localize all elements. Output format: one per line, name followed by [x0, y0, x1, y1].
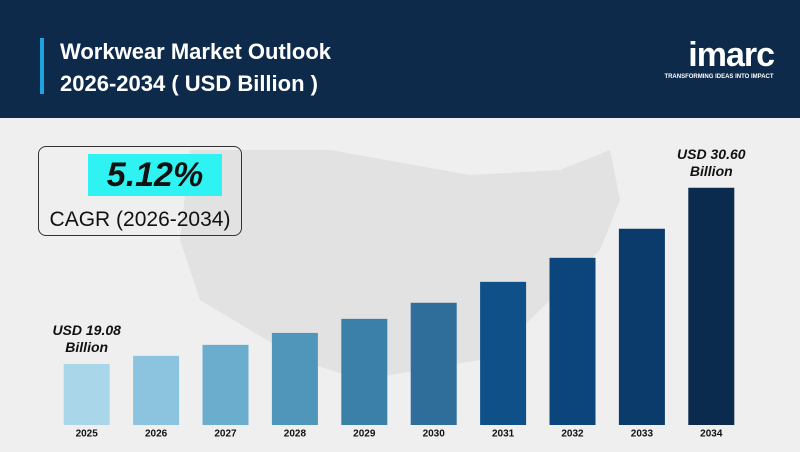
- bar: [410, 302, 457, 425]
- x-tick-label: 2025: [76, 429, 99, 440]
- x-tick-label: 2027: [214, 429, 237, 440]
- bar: [549, 257, 596, 425]
- logo: imarc: [688, 36, 775, 74]
- chart-title: Workwear Market Outlook 2026-2034 ( USD …: [60, 39, 331, 96]
- x-tick-label: 2026: [145, 429, 168, 440]
- bar: [63, 363, 110, 425]
- value-label: USD 30.60 Billion: [677, 145, 746, 179]
- bar: [341, 318, 388, 425]
- header-band: [0, 0, 800, 118]
- cagr-box: [38, 146, 242, 236]
- accent-bar: [40, 38, 44, 94]
- bar: [202, 344, 249, 425]
- value-label: USD 19.08 Billion: [52, 321, 121, 355]
- bar: [688, 187, 735, 425]
- bar: [133, 355, 180, 425]
- x-tick-label: 2032: [561, 429, 584, 440]
- cagr-label: CAGR (2026-2034): [49, 208, 231, 231]
- x-tick-label: 2028: [284, 429, 307, 440]
- bar: [618, 228, 665, 425]
- x-tick-label: 2033: [631, 429, 654, 440]
- x-tick-label: 2034: [700, 429, 723, 440]
- bar: [271, 332, 318, 425]
- x-tick-label: 2030: [423, 429, 446, 440]
- x-tick-label: 2031: [492, 429, 515, 440]
- cagr-value: 5.12%: [88, 154, 222, 196]
- bar: [480, 281, 527, 425]
- x-tick-label: 2029: [353, 429, 376, 440]
- logo-tagline: TRANSFORMING IDEAS INTO IMPACT: [664, 74, 774, 80]
